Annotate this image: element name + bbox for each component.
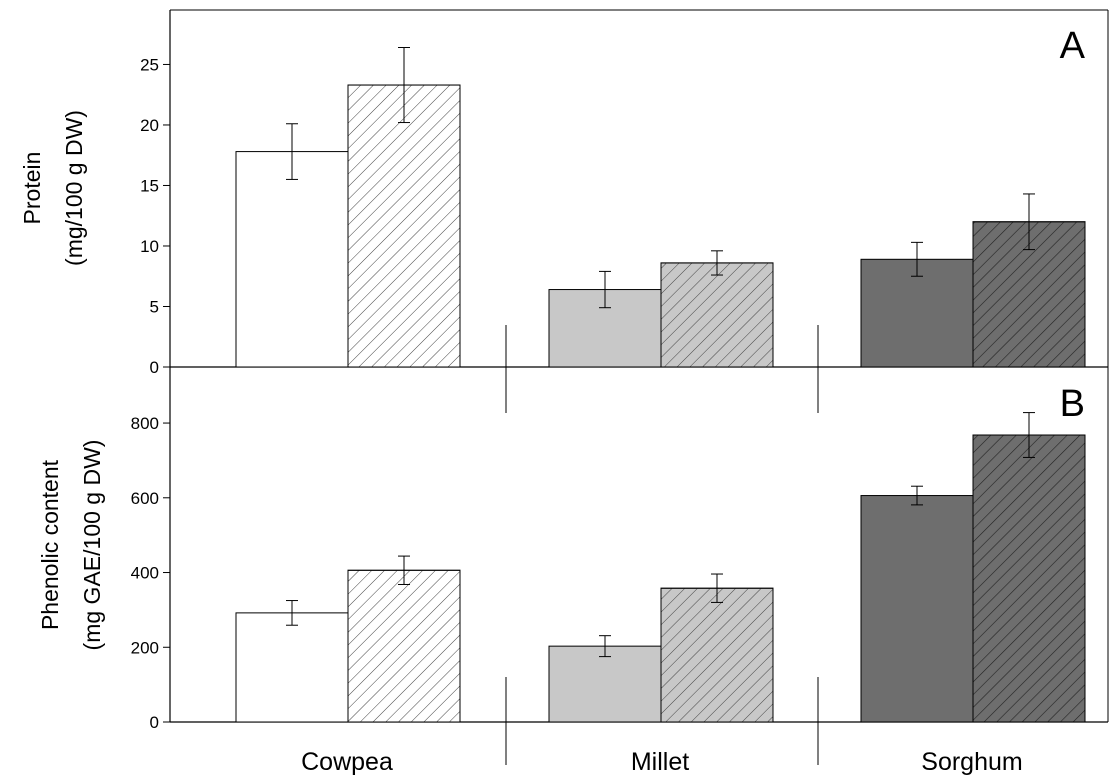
bar-b-cowpea-plain <box>235 612 349 723</box>
bar-a-cowpea-plain <box>235 151 349 368</box>
bar-b-millet-plain <box>548 645 662 723</box>
category-label-sorghum: Sorghum <box>921 748 1022 776</box>
bar-a-millet-hatched-pattern <box>660 262 774 368</box>
y-axis-label-b-line1: Phenolic content <box>37 459 63 630</box>
category-label-millet: Millet <box>631 748 689 776</box>
bar-a-cowpea-hatched-pattern <box>347 84 461 368</box>
y-axis-label-a-line1: Protein <box>19 152 45 225</box>
bar-b-millet-hatched-pattern <box>660 587 774 723</box>
bar-b-sorghum-hatched-pattern <box>972 434 1086 723</box>
y-axis-label-b-line2: (mg GAE/100 g DW) <box>79 440 105 651</box>
y-axis-label-a-line2: (mg/100 g DW) <box>61 110 87 266</box>
y-tick-label-b-800: 800 <box>131 414 159 433</box>
category-label-cowpea: Cowpea <box>301 748 393 776</box>
y-tick-label-a-5: 5 <box>150 297 159 316</box>
y-tick-label-a-0: 0 <box>150 358 159 377</box>
y-tick-label-a-15: 15 <box>140 176 159 195</box>
y-tick-label-b-200: 200 <box>131 638 159 657</box>
y-tick-label-b-400: 400 <box>131 564 159 583</box>
y-tick-label-b-600: 600 <box>131 489 159 508</box>
panel-label-a: A <box>1060 25 1086 67</box>
y-tick-label-a-10: 10 <box>140 237 159 256</box>
y-tick-label-a-20: 20 <box>140 116 159 135</box>
bar-b-cowpea-hatched-pattern <box>347 569 461 723</box>
y-tick-label-a-25: 25 <box>140 55 159 74</box>
bar-b-sorghum-plain <box>860 495 974 723</box>
panel-label-b: B <box>1060 383 1085 425</box>
y-tick-label-b-0: 0 <box>150 713 159 732</box>
